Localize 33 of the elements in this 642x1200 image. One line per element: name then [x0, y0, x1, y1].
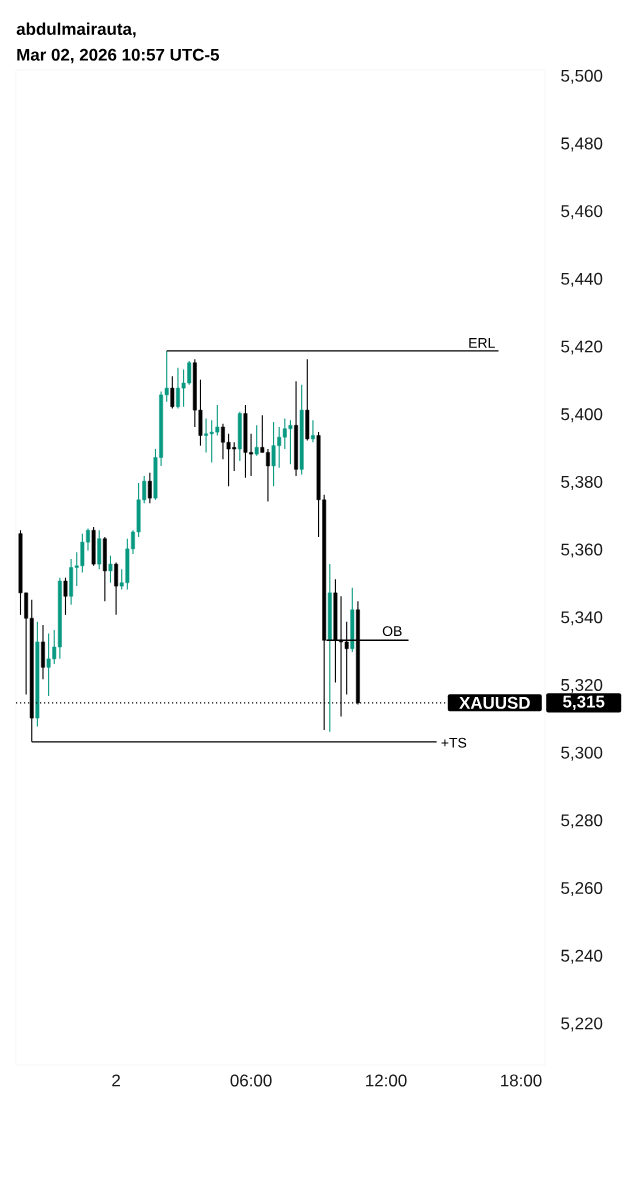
y-tick-label: 5,380	[561, 475, 603, 490]
y-tick-label: 5,220	[561, 1017, 603, 1032]
y-tick-label: 5,400	[561, 408, 603, 423]
series-label: OB	[382, 626, 402, 637]
chart-title: abdulmairauta,	[16, 22, 136, 38]
candlestick	[254, 424, 259, 457]
y-tick-label: 5,420	[561, 340, 603, 355]
y-tick-label: 5,320	[561, 678, 603, 693]
series-label: ERL	[469, 338, 495, 348]
y-tick-label: 5,460	[561, 205, 603, 220]
candlestick	[147, 472, 152, 504]
x-tick-label: 12:00	[366, 1074, 407, 1087]
text: 5,315	[563, 695, 605, 711]
y-tick-label: 5,480	[561, 137, 603, 152]
y-tick-label: 5,360	[561, 543, 603, 558]
x-tick-label: 06:00	[230, 1074, 272, 1087]
series-label: +TS	[441, 737, 467, 748]
y-tick-label: 5,240	[561, 949, 603, 964]
chart-subtitle: Mar 02, 2026 10:57 UTC-5	[17, 48, 220, 64]
x-tick-label: 18:00	[501, 1074, 542, 1087]
y-tick-label: 5,440	[561, 272, 603, 287]
y-tick-label: 5,260	[561, 882, 603, 897]
y-tick-label: 5,500	[561, 69, 603, 84]
candlestick	[310, 419, 315, 443]
ref-line-label: XAUUSD	[459, 696, 530, 709]
candlestick	[114, 561, 119, 616]
y-tick-label: 5,340	[561, 611, 603, 626]
candlestick	[108, 555, 113, 584]
y-tick-label: 5,280	[561, 814, 603, 829]
y-tick-label: 5,300	[561, 746, 603, 761]
candlestick	[63, 577, 68, 616]
candlestick	[170, 375, 175, 409]
x-tick-label: 2	[112, 1074, 120, 1087]
